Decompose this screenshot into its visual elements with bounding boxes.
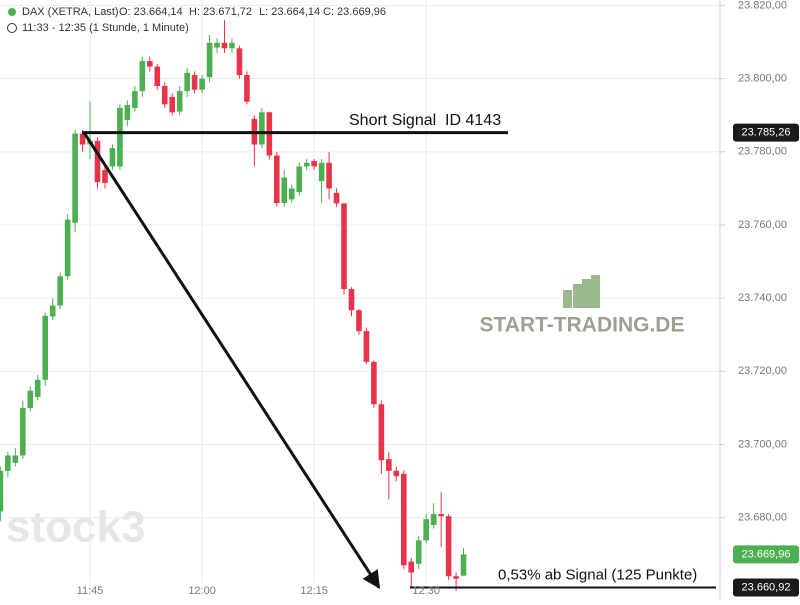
price-badge (733, 545, 799, 564)
candle-body (34, 379, 41, 397)
x-tick-label: 12:15 (300, 585, 328, 597)
candle-body (341, 203, 347, 290)
candle-body (393, 470, 400, 477)
price-badge (733, 578, 799, 597)
price-badge (733, 123, 799, 142)
legend-low: L: 23.664,14 (259, 6, 320, 18)
logo-icon (563, 275, 600, 308)
range-text: 11:33 - 12:35 (1 Stunde, 1 Minute) (22, 22, 189, 34)
candle-body (199, 78, 205, 90)
candle-body (326, 162, 332, 189)
candle-body (438, 514, 444, 517)
candle-body (371, 361, 377, 405)
candle-body (229, 42, 235, 49)
y-tick-label: 23.700,00 (738, 438, 787, 450)
candle-body (0, 470, 4, 512)
legend-symbol: DAX (XETRA, Last) (22, 6, 119, 18)
candle-body (154, 66, 161, 86)
candle-body (400, 473, 407, 566)
candle-body (281, 177, 288, 204)
candle-body (221, 42, 228, 49)
candle-body (184, 72, 190, 92)
candle-body (27, 390, 34, 408)
candle-body (132, 91, 138, 108)
candle-body (191, 75, 198, 90)
candle-body (117, 107, 123, 167)
clock-icon (7, 23, 17, 33)
candle-body (348, 289, 355, 311)
candle-body (333, 192, 340, 204)
candle-body (356, 310, 362, 332)
legend-high: H: 23.671,72 (189, 6, 252, 18)
candle-body (64, 219, 71, 277)
candle-body (236, 48, 243, 75)
y-axis: 23.680,00 23.700,00 23.720,00 23.740,00 23.7… (77, 0, 799, 597)
candle-body (169, 96, 176, 113)
candle-body (109, 148, 116, 167)
price-label: 23.785,26 (742, 126, 791, 138)
candle-body (311, 160, 317, 167)
candle-body (378, 404, 385, 461)
watermark: START-TRADING.DE (480, 314, 685, 337)
candle-body (445, 516, 452, 577)
candle-body (288, 188, 295, 200)
candle-body (423, 519, 429, 541)
candle-body (72, 133, 78, 223)
legend-close: C: 23.669,96 (323, 6, 386, 18)
annotation: Short Signal ID 4143 (349, 112, 501, 129)
candle-body (139, 61, 146, 92)
y-tick-label: 23.720,00 (738, 365, 787, 377)
overlay: Short Signal ID 4143 0,53% ab Signal (125… (82, 112, 716, 589)
candle-body (259, 112, 265, 145)
y-tick-label: 23.740,00 (738, 292, 787, 304)
candle-body (303, 162, 310, 167)
candle-body (408, 561, 415, 573)
candle-body (12, 455, 19, 463)
grid (0, 0, 720, 582)
y-tick-label: 23.820,00 (738, 0, 787, 11)
candle-body (49, 305, 56, 317)
y-tick-label: 23.760,00 (738, 219, 787, 231)
candle-body (161, 85, 168, 105)
watermark: stock3 (6, 503, 145, 552)
candle-body (273, 155, 280, 204)
candle-body (415, 540, 422, 564)
candle-body (5, 455, 11, 471)
arrow (82, 131, 381, 589)
x-tick-label: 12:00 (188, 585, 216, 597)
candle-body (363, 331, 370, 362)
price-label: 23.669,96 (742, 548, 791, 560)
candle-body (94, 140, 101, 183)
x-tick-label: 11:45 (77, 585, 104, 597)
candle-body (176, 91, 183, 112)
annotation: 0,53% ab Signal (125 Punkte) (498, 566, 697, 583)
candle-body (147, 61, 153, 67)
candle-body (57, 276, 63, 306)
legend-icon (8, 8, 16, 16)
candle-body (453, 576, 459, 579)
candle-body (124, 105, 131, 120)
candle-body (296, 166, 302, 193)
candle-body (206, 42, 213, 78)
candle-body (42, 315, 49, 380)
candle-body (318, 162, 325, 182)
legend-open: O: 23.664,14 (119, 6, 183, 18)
candle-body (430, 514, 437, 525)
y-tick-label: 23.800,00 (738, 73, 787, 85)
price-label: 23.660,92 (742, 581, 791, 593)
y-tick-label: 23.780,00 (738, 146, 787, 158)
candle-body (102, 170, 108, 183)
x-tick-label: 12:30 (412, 585, 440, 597)
candle-body (460, 554, 467, 576)
candle-body (214, 42, 220, 48)
candle-body (79, 133, 86, 145)
candle-body (20, 407, 26, 456)
candle-body (244, 75, 250, 102)
candle-body (386, 459, 392, 471)
y-tick-label: 23.680,00 (738, 512, 787, 524)
